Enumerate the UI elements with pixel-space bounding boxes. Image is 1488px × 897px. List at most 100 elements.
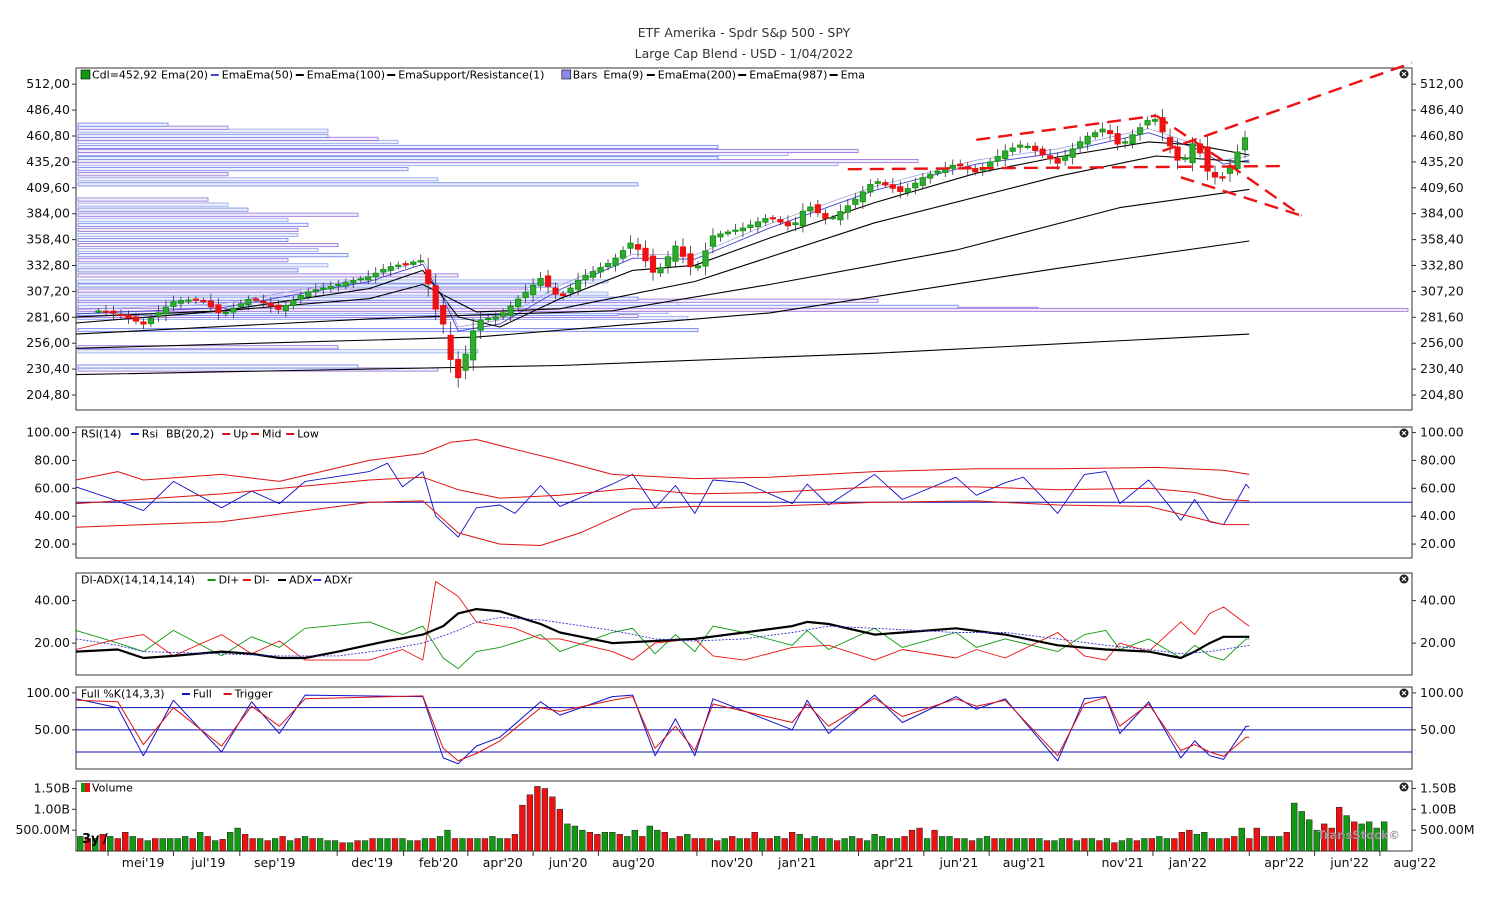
- volume-bar: [361, 840, 369, 852]
- trend-line: [1162, 61, 1413, 153]
- volume-bar: [976, 838, 983, 852]
- y-tick-label-left: 20.00: [34, 536, 70, 551]
- volume-bar: [706, 838, 713, 852]
- y-tick-label-right: 256,00: [1420, 335, 1464, 350]
- y-tick-label-left: 1.00B: [34, 801, 70, 816]
- panel-price: 512,00 512,00 486,40 486,40 460,80 460,80 435,…: [26, 61, 1464, 411]
- y-tick-label-right: 409,60: [1420, 180, 1464, 195]
- volume-profile-bar: [77, 345, 339, 350]
- panel-volume: 1.50B 1.50B 1.00B 1.00B 500.00M 500.00M Volume…: [15, 780, 1475, 852]
- volume-bar: [107, 836, 114, 852]
- volume-profile-bar: [77, 182, 639, 187]
- candle-body-fill: [942, 168, 948, 173]
- ema-line: [75, 188, 1250, 335]
- volume-bar: [541, 788, 549, 852]
- candle-body-fill: [755, 221, 761, 227]
- candle-body-fill: [792, 222, 798, 225]
- chart-title: ETF Amerika - Spdr S&p 500 - SPY: [638, 25, 851, 40]
- legend-label: DI-: [254, 574, 270, 587]
- volume-profile-bar: [77, 156, 719, 161]
- volume-bar: [796, 834, 803, 852]
- candle-body: [125, 314, 132, 319]
- candle-body-fill: [478, 320, 484, 331]
- volume-bar: [1171, 838, 1178, 852]
- volume-bar: [1118, 840, 1126, 852]
- candle-body-fill: [732, 230, 739, 232]
- volume-bar: [309, 838, 316, 852]
- candle-body-fill: [1122, 141, 1128, 144]
- close-icon-cross: [1401, 690, 1407, 696]
- volume-profile-bar: [77, 167, 409, 172]
- candle-body: [425, 269, 432, 285]
- candle-body: [252, 298, 259, 301]
- candle-body: [679, 246, 687, 257]
- candle-body-fill: [1137, 127, 1143, 135]
- y-tick-label-right: 100.00: [1420, 685, 1464, 700]
- volume-profile-bar: [77, 273, 459, 278]
- x-tick-label: jul'19: [190, 855, 225, 870]
- candle-body-fill: [605, 263, 611, 267]
- volume-bar: [1313, 829, 1320, 852]
- x-tick-label: aug'20: [612, 855, 655, 870]
- x-tick-label: aug'22: [1393, 855, 1436, 870]
- volume-bar: [376, 838, 384, 852]
- y-tick-label-left: 512,00: [26, 76, 70, 91]
- y-tick-label-right: 332,80: [1420, 258, 1464, 273]
- volume-bar: [92, 838, 99, 852]
- volume-profile-bar: [77, 207, 249, 212]
- candle-body-fill: [328, 286, 334, 289]
- volume-bar: [324, 840, 331, 852]
- volume-bar: [339, 842, 346, 852]
- volume-bar: [1043, 840, 1051, 852]
- volume-bar: [1261, 836, 1268, 852]
- volume-bar: [616, 834, 623, 852]
- volume-bar: [946, 836, 953, 852]
- volume-bar: [1096, 840, 1103, 852]
- y-tick-label-right: 40.00: [1420, 593, 1456, 608]
- candle-body: [882, 182, 889, 186]
- volume-bar: [1021, 838, 1028, 852]
- volume-profile-bar: [77, 202, 229, 207]
- volume-bar: [1156, 836, 1163, 852]
- period-label: 3y: [82, 832, 100, 847]
- y-tick-label-left: 230,40: [26, 361, 70, 376]
- volume-bar: [212, 840, 219, 852]
- candle-body-fill: [1227, 166, 1233, 174]
- volume-bar: [1186, 829, 1193, 852]
- volume-bar: [241, 834, 249, 852]
- candle-body: [634, 244, 642, 250]
- legend-swatch: [85, 783, 90, 792]
- y-tick-label-right: 460,80: [1420, 128, 1464, 143]
- volume-bar: [1193, 834, 1200, 852]
- volume-bar: [923, 838, 931, 852]
- candle-body-fill: [927, 174, 933, 179]
- candle-body-fill: [538, 278, 544, 286]
- candle-body: [777, 219, 784, 223]
- y-tick-label-left: 500.00M: [15, 822, 70, 837]
- volume-bar: [766, 838, 773, 852]
- candle-body-fill: [335, 284, 341, 286]
- volume-bar: [1141, 838, 1148, 852]
- volume-bar: [489, 836, 496, 852]
- candle-body-fill: [612, 258, 619, 266]
- legend-label: DI+: [219, 574, 240, 587]
- volume-bar: [556, 809, 564, 852]
- volume-bar: [84, 838, 91, 852]
- volume-bar: [1081, 838, 1088, 852]
- candle-body-fill: [845, 205, 851, 213]
- volume-bar: [1066, 838, 1073, 852]
- volume-bar: [1381, 821, 1388, 852]
- volume-bar: [99, 834, 106, 852]
- volume-bar: [744, 838, 751, 852]
- volume-bar: [684, 834, 691, 852]
- volume-bar: [346, 842, 354, 852]
- x-tick-label: aug'21: [1003, 855, 1046, 870]
- volume-profile-bar: [77, 172, 229, 177]
- y-tick-label-left: 384,00: [26, 206, 70, 221]
- series-line-low: [75, 500, 1250, 546]
- volume-bar: [294, 838, 301, 852]
- volume-bar: [466, 838, 474, 852]
- y-tick-label-right: 512,00: [1420, 76, 1464, 91]
- candle-body: [440, 305, 447, 325]
- candle-body: [957, 163, 964, 167]
